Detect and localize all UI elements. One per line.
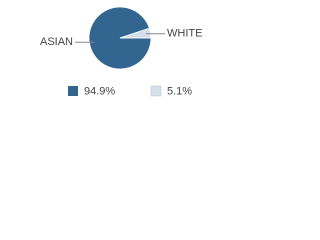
slice-label: WHITE (167, 28, 202, 40)
legend-swatch (150, 85, 162, 97)
chart: ASIAN WHITE 94.9% 5.1% (40, 6, 202, 97)
page: {"chart_data": {"type": "pie", "categori… (0, 0, 240, 100)
legend-label: 5.1% (167, 85, 192, 97)
legend-swatch (68, 86, 78, 96)
legend-label: 94.9% (84, 85, 115, 97)
slice-label: ASIAN (40, 36, 73, 48)
pie-slice (119, 27, 152, 39)
